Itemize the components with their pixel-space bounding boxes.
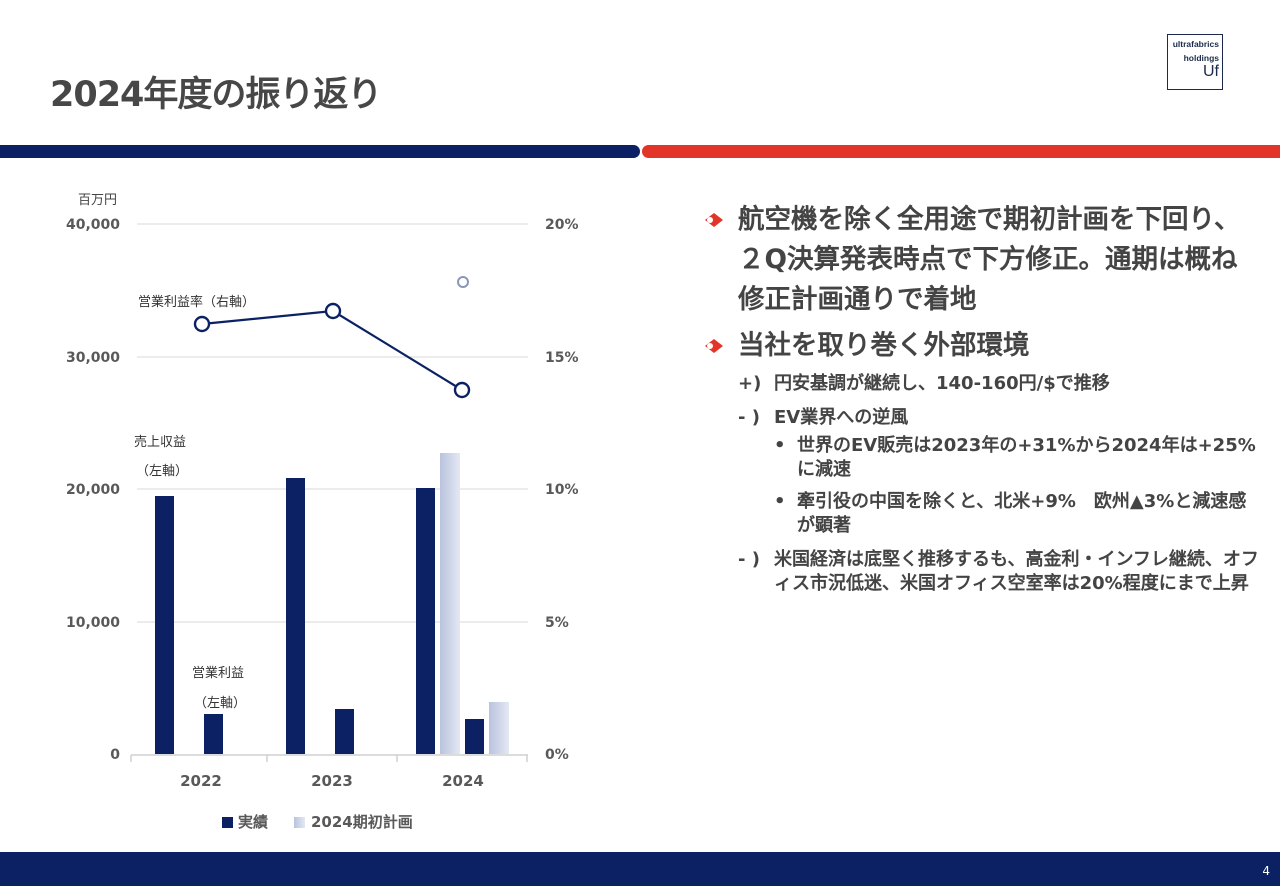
right-tick: 5% xyxy=(545,615,569,631)
right-tick: 15% xyxy=(545,350,579,366)
red-arrow-icon xyxy=(705,213,723,227)
op-actual-bars xyxy=(204,709,484,754)
env-item-ev: - ) EV業界への逆風 xyxy=(704,406,1264,430)
revenue-label: 売上収益 xyxy=(134,434,186,450)
margin-label: 営業利益率（右軸） xyxy=(138,294,255,310)
sub-item-text: 牽引役の中国を除くと、北米+9% 欧州▲3%と減速感が顕著 xyxy=(797,491,1247,536)
bullet-1-text: 航空機を除く全用途で期初計画を下回り、２Q決算発表時点で下方修正。通期は概ね修正… xyxy=(738,204,1241,315)
page-title: 2024年度の振り返り xyxy=(50,75,382,115)
x-tick: 2024 xyxy=(442,772,484,790)
x-tick: 2022 xyxy=(180,772,222,790)
company-logo: ultrafabrics holdings Uf xyxy=(1167,34,1223,90)
right-tick: 20% xyxy=(545,217,579,233)
op-plan-bar xyxy=(489,702,509,754)
red-arrow-icon xyxy=(705,339,723,353)
x-tick: 2023 xyxy=(311,772,353,790)
legend-actual-label: 実績 xyxy=(238,813,268,831)
right-tick: 0% xyxy=(545,747,569,763)
sub-item-text: 世界のEV販売は2023年の+31%から2024年は+25%に減速 xyxy=(797,435,1256,480)
left-tick: 20,000 xyxy=(66,482,120,498)
left-axis-unit: 百万円 xyxy=(78,193,117,208)
gridlines xyxy=(137,223,528,623)
revenue-plan-bar xyxy=(440,453,460,754)
revenue-axis-label: （左軸） xyxy=(136,464,188,479)
logo-line2: holdings xyxy=(1183,52,1219,63)
item-text: EV業界への逆風 xyxy=(774,407,909,428)
bullet-dot: • xyxy=(774,491,786,512)
item-text: 円安基調が継続し、140-160円/$で推移 xyxy=(774,373,1110,394)
footer-bar: 4 xyxy=(0,852,1280,886)
bullet-1: 航空機を除く全用途で期初計画を下回り、２Q決算発表時点で下方修正。通期は概ね修正… xyxy=(704,200,1264,320)
revenue-actual-bars xyxy=(155,478,435,754)
op-label: 営業利益 xyxy=(192,665,244,681)
logo-line3: Uf xyxy=(1203,63,1219,80)
env-item-us: - ) 米国経済は底堅く推移するも、高金利・インフレ継続、オフィス市況低迷、米国… xyxy=(704,548,1264,596)
bullet-dot: • xyxy=(774,435,786,456)
left-tick: 40,000 xyxy=(66,217,120,233)
x-axis xyxy=(130,754,528,762)
bullet-2-text: 当社を取り巻く外部環境 xyxy=(738,330,1030,361)
item-mark: - ) xyxy=(738,407,760,428)
item-mark: +) xyxy=(738,373,762,394)
item-mark: - ) xyxy=(738,549,760,570)
legend-actual-swatch xyxy=(222,817,233,828)
left-tick: 30,000 xyxy=(66,350,120,366)
item-text: 米国経済は底堅く推移するも、高金利・インフレ継続、オフィス市況低迷、米国オフィス… xyxy=(774,549,1259,594)
header-band-navy xyxy=(0,145,640,158)
right-tick: 10% xyxy=(545,482,579,498)
ev-sub-item-1: • 世界のEV販売は2023年の+31%から2024年は+25%に減速 xyxy=(704,434,1264,482)
left-tick: 0 xyxy=(110,747,120,763)
header-band-red xyxy=(642,145,1280,158)
op-axis-label: （左軸） xyxy=(194,696,246,711)
left-tick: 10,000 xyxy=(66,615,120,631)
summary-text: 航空機を除く全用途で期初計画を下回り、２Q決算発表時点で下方修正。通期は概ね修正… xyxy=(704,200,1264,596)
legend-plan-label: 2024期初計画 xyxy=(311,813,413,831)
margin-plan-marker xyxy=(457,276,469,288)
ev-sub-item-2: • 牽引役の中国を除くと、北米+9% 欧州▲3%と減速感が顕著 xyxy=(704,490,1264,538)
logo-line1: ultrafabrics xyxy=(1172,39,1219,49)
bullet-2: 当社を取り巻く外部環境 xyxy=(704,326,1264,366)
page-number: 4 xyxy=(1262,864,1270,878)
legend-plan-swatch xyxy=(294,817,305,828)
margin-line xyxy=(201,309,463,391)
margin-markers xyxy=(193,302,471,399)
revenue-profit-chart: 百万円 40,000 30,000 20,000 10,000 0 20% 15… xyxy=(0,180,640,850)
env-item-yen: +) 円安基調が継続し、140-160円/$で推移 xyxy=(704,372,1264,396)
